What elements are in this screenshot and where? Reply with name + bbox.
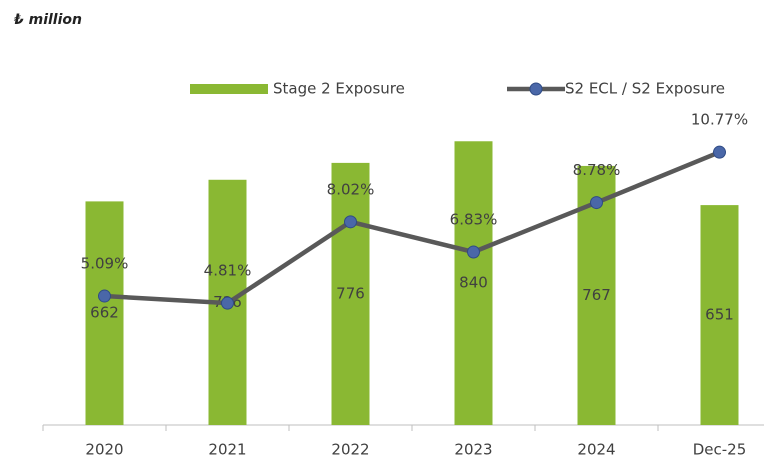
line-marker — [344, 215, 357, 229]
line-marker — [221, 296, 234, 310]
x-tick-label: 2024 — [577, 441, 615, 459]
chart-title: ₺ million — [13, 12, 82, 28]
line-value-label: 8.02% — [327, 180, 375, 198]
legend-swatch — [190, 84, 268, 94]
bar-value-label: 776 — [336, 284, 365, 302]
line — [104, 150, 721, 306]
x-tick-label: 2021 — [208, 441, 246, 459]
bar-value-label: 840 — [459, 274, 488, 292]
bar — [700, 205, 739, 425]
bar-value-label: 767 — [582, 286, 611, 304]
bar-value-label: 651 — [705, 306, 734, 324]
line-marker — [98, 289, 111, 303]
line-value-label: 6.83% — [450, 210, 498, 228]
line-value-label: 10.77% — [691, 111, 748, 129]
line-marker — [713, 145, 726, 159]
x-tick-label: 2020 — [85, 441, 123, 459]
x-tick-label: Dec-25 — [693, 441, 747, 459]
line-value-label: 4.81% — [204, 262, 252, 280]
bar — [454, 141, 493, 425]
line-value-label: 5.09% — [81, 255, 129, 273]
bar-value-label: 662 — [90, 304, 119, 322]
bar — [85, 201, 124, 425]
legend-marker — [529, 82, 543, 96]
line-marker — [467, 245, 480, 259]
x-tick-label: 2022 — [331, 441, 369, 459]
line-marker — [590, 196, 603, 210]
bar — [331, 162, 370, 425]
legend-label: Stage 2 Exposure — [273, 80, 405, 98]
legend-label: S2 ECL / S2 Exposure — [565, 80, 725, 98]
x-tick-label: 2023 — [454, 441, 492, 459]
line-value-label: 8.78% — [573, 161, 621, 179]
